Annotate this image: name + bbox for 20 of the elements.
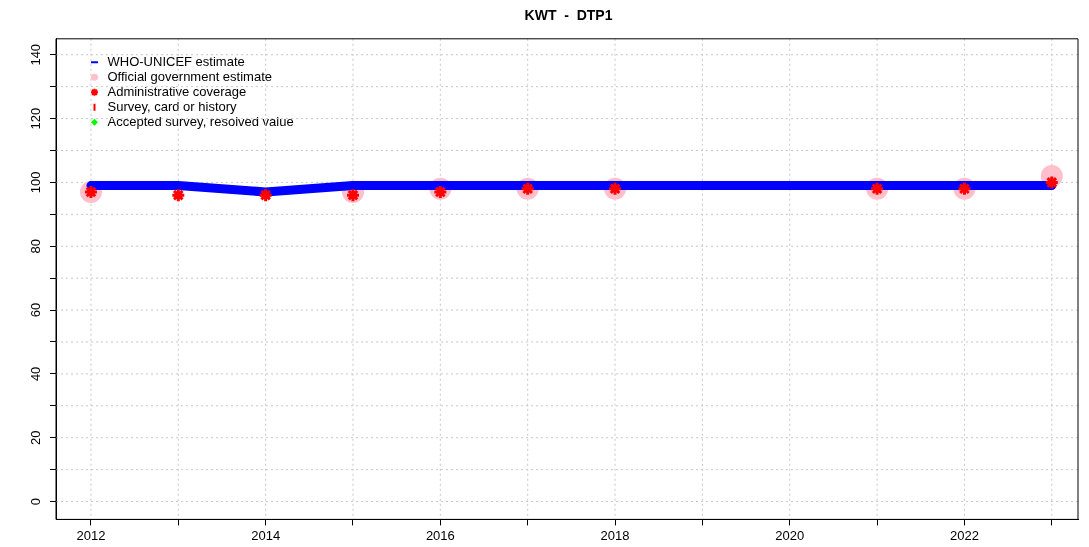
y-tick-label: 40 xyxy=(27,366,43,382)
y-tick-label: 140 xyxy=(27,43,43,66)
y-tick-label: 80 xyxy=(27,239,43,254)
x-tick-label: 2020 xyxy=(775,527,805,543)
x-tick-label: 2016 xyxy=(425,527,455,543)
legend-label: Official government estimate xyxy=(107,68,272,84)
x-tick-label: 2012 xyxy=(76,527,106,543)
legend-label: Survey, card or history xyxy=(107,98,238,114)
legend-label: Administrative coverage xyxy=(107,83,247,99)
legend-label: WHO-UNICEF estimate xyxy=(107,53,245,69)
x-tick-label: 2014 xyxy=(251,527,281,543)
x-tick-label: 2018 xyxy=(600,527,630,543)
legend-label: Accepted survey, resolved value xyxy=(107,113,294,129)
y-tick-label: 100 xyxy=(27,171,43,194)
y-tick-label: 120 xyxy=(27,107,43,130)
y-tick-label: 20 xyxy=(27,430,43,445)
y-tick-label: 60 xyxy=(27,302,43,318)
y-tick-label: 0 xyxy=(27,497,43,506)
x-tick-label: 2022 xyxy=(949,527,979,543)
chart-title: KWT - DTP1 xyxy=(524,7,613,24)
